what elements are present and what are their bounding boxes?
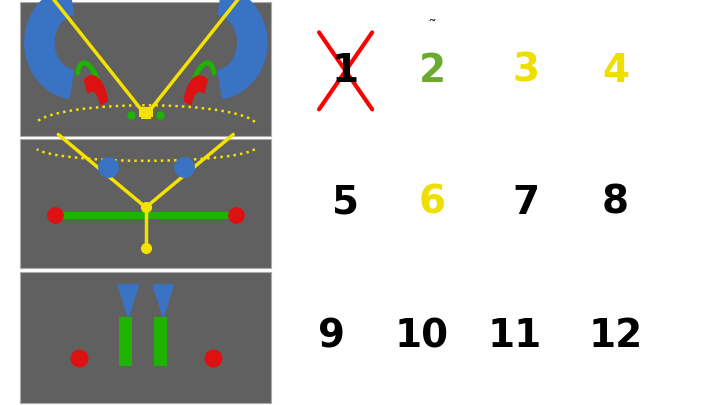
Text: 2: 2: [418, 52, 446, 90]
Text: 8: 8: [602, 183, 629, 222]
Bar: [119, 318, 132, 366]
Bar: [140, 109, 151, 119]
Bar: [138, 107, 153, 117]
Bar: [20, 139, 271, 268]
Text: 3: 3: [512, 52, 539, 90]
Polygon shape: [24, 0, 73, 98]
Polygon shape: [218, 0, 267, 98]
Polygon shape: [184, 76, 207, 105]
Bar: [20, 272, 271, 403]
Text: 6: 6: [418, 183, 446, 222]
Bar: [154, 318, 167, 366]
Text: 7: 7: [512, 183, 539, 222]
Polygon shape: [118, 285, 138, 318]
Polygon shape: [84, 76, 107, 105]
Text: 1: 1: [332, 52, 359, 90]
Text: ˜: ˜: [428, 19, 436, 37]
Text: 11: 11: [487, 317, 542, 355]
Text: 12: 12: [588, 317, 643, 355]
Text: 10: 10: [394, 317, 449, 355]
Polygon shape: [153, 285, 174, 318]
Text: 5: 5: [332, 183, 359, 222]
Text: 4: 4: [602, 52, 629, 90]
Text: 9: 9: [318, 317, 345, 355]
Bar: [20, 2, 271, 136]
